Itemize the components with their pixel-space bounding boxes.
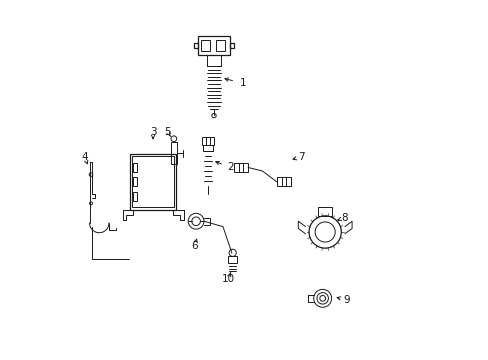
Bar: [133, 177, 136, 186]
Text: 9: 9: [343, 295, 349, 305]
Bar: [276, 177, 290, 186]
Text: 2: 2: [226, 162, 233, 172]
Bar: [228, 256, 237, 263]
Text: 8: 8: [341, 213, 347, 222]
Bar: [132, 156, 174, 207]
Bar: [202, 137, 213, 145]
Text: 1: 1: [239, 78, 245, 88]
Text: 4: 4: [81, 152, 88, 162]
Text: 5: 5: [164, 127, 170, 136]
Bar: [317, 207, 332, 216]
Bar: [133, 192, 136, 201]
Text: 7: 7: [298, 152, 305, 162]
Text: 6: 6: [191, 241, 197, 251]
Bar: [198, 36, 230, 55]
Bar: [129, 154, 176, 210]
Text: 3: 3: [149, 127, 156, 136]
Bar: [230, 43, 234, 48]
Bar: [193, 43, 198, 48]
Bar: [133, 163, 136, 172]
Bar: [233, 163, 247, 172]
Text: 10: 10: [222, 274, 234, 284]
Bar: [171, 142, 176, 164]
Bar: [215, 40, 224, 51]
Bar: [201, 40, 209, 51]
